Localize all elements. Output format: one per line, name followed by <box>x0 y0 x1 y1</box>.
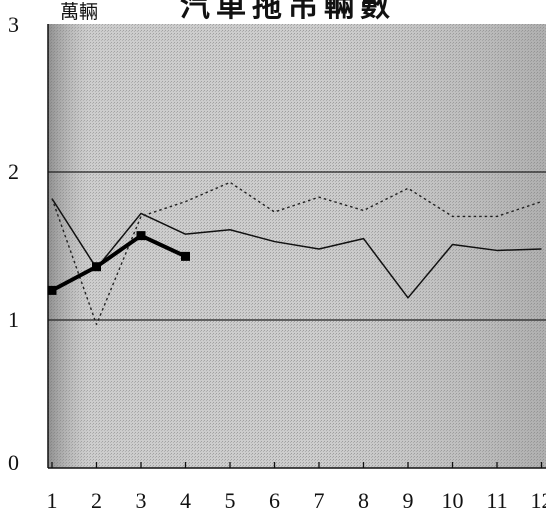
x-tick-label: 7 <box>314 488 325 513</box>
x-tick-label: 2 <box>91 488 102 513</box>
gridlines <box>48 171 546 321</box>
y-tick-label: 0 <box>8 450 19 475</box>
chart-title: 汽車拖吊輛數 <box>180 0 396 24</box>
y-tick-label: 2 <box>8 159 19 184</box>
x-tick-label: 5 <box>225 488 236 513</box>
series-3-marker <box>47 285 57 295</box>
series-3-marker <box>92 262 101 272</box>
series-3-marker <box>181 251 190 261</box>
series-line-3 <box>51 233 187 293</box>
x-tick-label: 6 <box>269 488 280 513</box>
y-tick-label: 3 <box>8 12 19 37</box>
x-tick-label: 1 <box>47 488 58 513</box>
x-tick-label: 4 <box>180 488 191 513</box>
series-3-marker <box>136 231 146 241</box>
x-axis-ticks: 123456789101112 <box>47 462 546 513</box>
unit-label: 萬輛 <box>60 1 98 23</box>
x-tick-label: 9 <box>403 488 414 513</box>
y-axis-ticks: 0 1 2 3 <box>8 12 19 475</box>
y-tick-label: 1 <box>8 307 19 332</box>
x-tick-label: 12 <box>531 488 546 513</box>
series-group <box>47 181 542 326</box>
series-line-1 <box>51 198 542 299</box>
x-tick-label: 3 <box>136 488 147 513</box>
x-tick-label: 8 <box>358 488 369 513</box>
x-tick-label: 11 <box>486 488 507 513</box>
x-tick-label: 10 <box>442 488 464 513</box>
